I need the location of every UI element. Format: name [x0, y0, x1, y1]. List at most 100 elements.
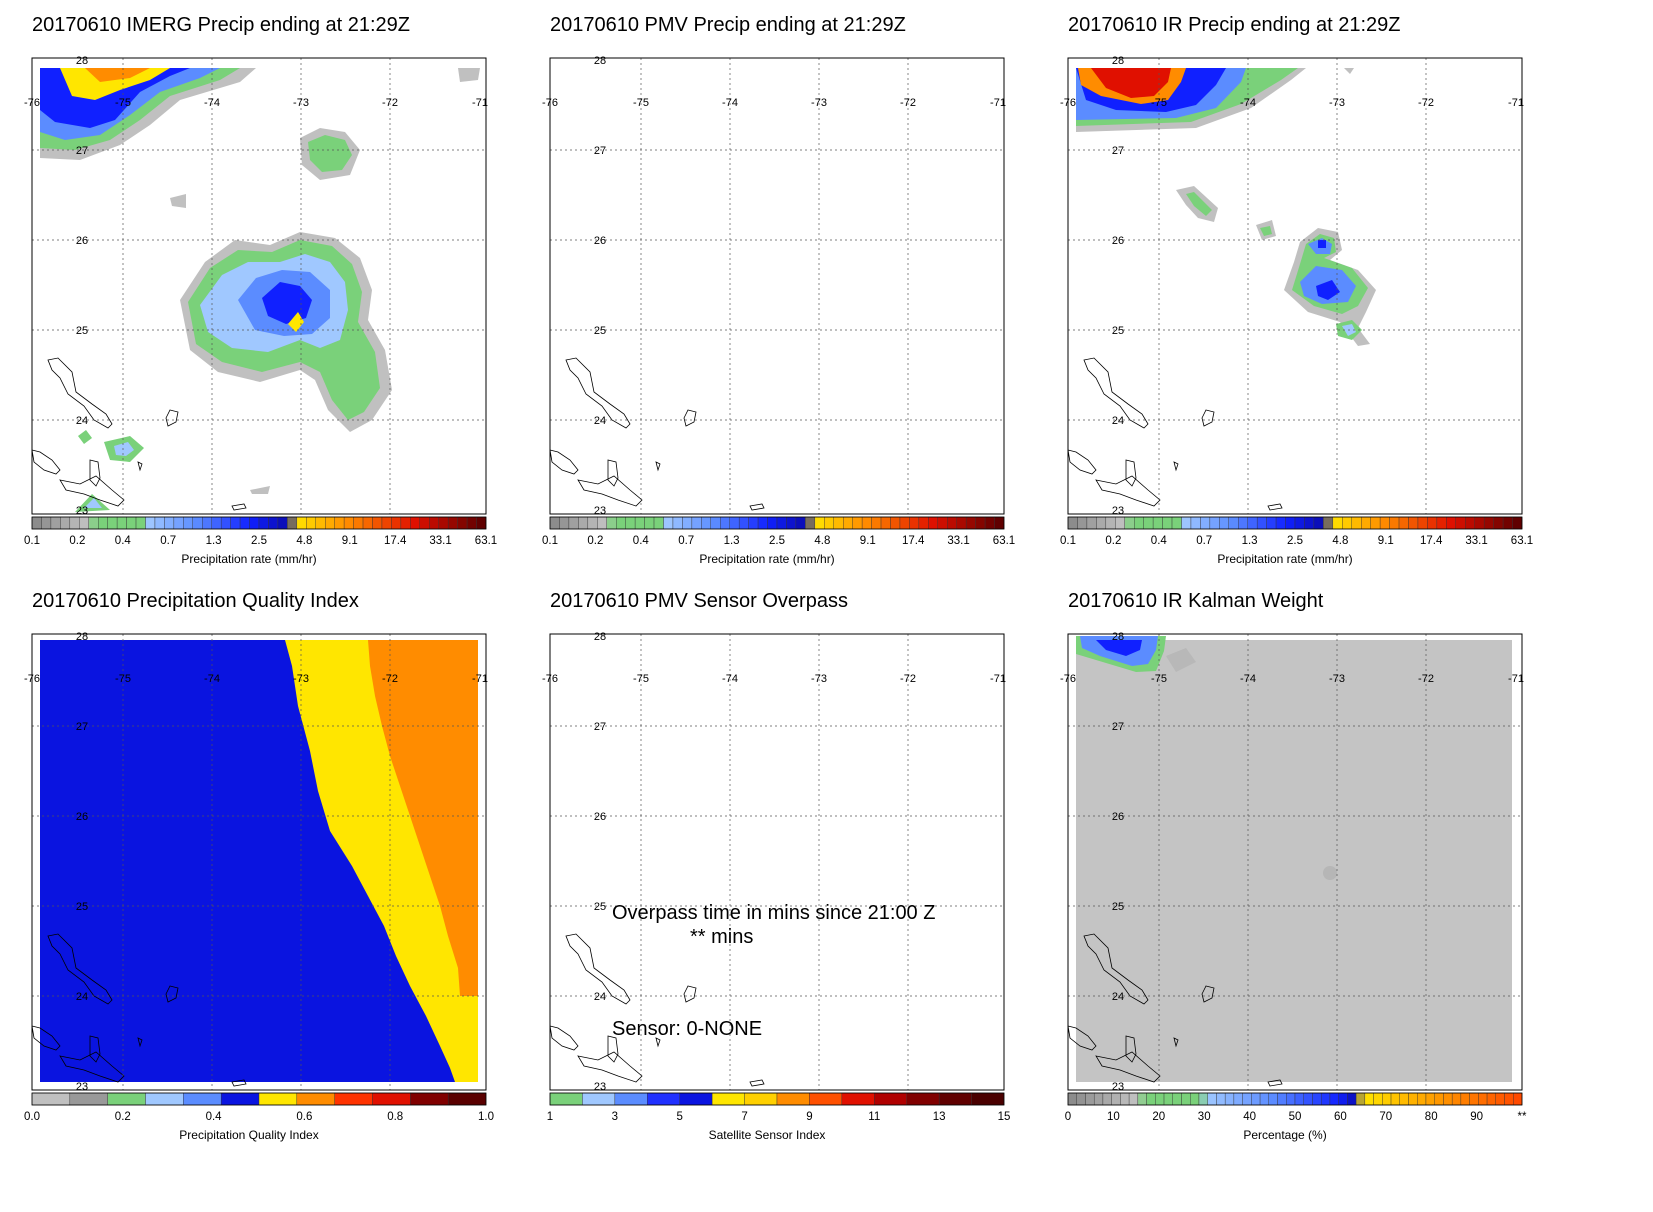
lat-tick-label: 26	[594, 235, 606, 247]
colorbar-swatch	[710, 516, 721, 530]
colorbar-swatch	[1495, 1092, 1505, 1106]
colorbar-swatch	[614, 1092, 648, 1106]
colorbar-label: 9.1	[1378, 535, 1394, 547]
colorbar-swatch	[616, 516, 626, 530]
colorbar-label: 0.8	[387, 1111, 403, 1123]
precip-area	[114, 442, 134, 456]
colorbar-label: 1.3	[724, 535, 740, 547]
colorbar-label: 40	[1243, 1111, 1256, 1123]
panel-title: 20170610 IR Precip ending at 21:29Z	[1068, 14, 1401, 36]
colorbar-swatch	[824, 516, 834, 530]
colorbar-swatch	[1460, 1092, 1470, 1106]
coastline-shape	[165, 409, 179, 427]
pmv-precip-panel: 20170610 PMV Precip ending at 21:29Z -76…	[518, 0, 1038, 600]
colorbar-swatch	[899, 516, 910, 530]
coastline-shape	[655, 461, 661, 472]
map-border	[1067, 57, 1523, 515]
colorbar	[1067, 516, 1523, 530]
coastline-shape	[655, 1037, 661, 1048]
colorbar-swatch	[372, 1092, 411, 1106]
colorbar-swatch	[841, 1092, 875, 1106]
colorbar-swatch	[1502, 516, 1513, 530]
graticule	[550, 634, 1004, 1090]
colorbar-swatch	[833, 516, 844, 530]
lat-tick-label: 28	[1112, 631, 1124, 643]
colorbar-label: 5	[677, 1111, 683, 1123]
lon-tick-label: -72	[900, 97, 916, 109]
colorbar-swatch	[874, 1092, 907, 1106]
coastline-shape	[137, 1037, 143, 1048]
colorbar-swatch	[744, 1092, 778, 1106]
colorbar-label: 0	[1065, 1111, 1071, 1123]
colorbar-label: 0.1	[1060, 535, 1076, 547]
colorbar-swatch	[145, 516, 156, 530]
colorbar-swatch	[1134, 516, 1144, 530]
colorbar-swatch	[1242, 1092, 1252, 1106]
colorbar-swatch	[1399, 1092, 1409, 1106]
lon-tick-label: -72	[1418, 97, 1434, 109]
lon-tick-label: -71	[1508, 97, 1524, 109]
colorbar-swatch	[372, 516, 383, 530]
colorbar-swatch	[466, 516, 477, 530]
coastline-shape	[137, 461, 143, 472]
colorbar-swatch	[795, 516, 806, 530]
colorbar-swatch	[457, 516, 468, 530]
colorbar-swatch	[1370, 516, 1381, 530]
colorbar-swatch	[1146, 1092, 1156, 1106]
colorbar-swatch	[1294, 1092, 1304, 1106]
coastline-shape	[31, 449, 61, 475]
colorbar-swatch	[31, 1092, 71, 1106]
coastline-shape	[1267, 503, 1283, 511]
lon-tick-label: -76	[542, 97, 558, 109]
lon-tick-label: -75	[1151, 673, 1167, 685]
precip-area	[85, 68, 150, 82]
lon-tick-label: -76	[1060, 673, 1076, 685]
colorbar-label: 9	[806, 1111, 812, 1123]
colorbar-label: 0.7	[678, 535, 694, 547]
pqi-field	[368, 640, 478, 996]
colorbar-swatch	[625, 516, 636, 530]
coastline-shape	[165, 985, 179, 1003]
colorbar	[31, 1092, 487, 1106]
colorbar-caption: Precipitation Quality Index	[179, 1128, 318, 1142]
colorbar-swatch	[69, 516, 80, 530]
graticule	[1068, 634, 1522, 1090]
colorbar-swatch	[1181, 516, 1192, 530]
colorbar-swatch	[1171, 516, 1182, 530]
sensor-text: Sensor: 0-NONE	[612, 1018, 763, 1040]
precip-area	[1318, 240, 1326, 248]
lon-tick-label: -76	[542, 673, 558, 685]
lon-tick-label: -75	[115, 673, 131, 685]
colorbar-swatch	[1304, 516, 1315, 530]
colorbar-swatch	[69, 1092, 108, 1106]
colorbar-label: 0.1	[542, 535, 558, 547]
graticule	[1068, 58, 1522, 514]
colorbar-swatch	[1408, 1092, 1418, 1106]
colorbar-label: 0.4	[115, 535, 132, 547]
lat-tick-label: 23	[594, 1081, 606, 1093]
colorbar-caption: Satellite Sensor Index	[709, 1128, 826, 1142]
colorbar-swatch	[183, 1092, 222, 1106]
colorbar-label: 20	[1152, 1111, 1165, 1123]
pqi-panel: 20170610 Precipitation Quality Index -76…	[0, 576, 520, 1176]
coastline-shape	[749, 1079, 765, 1087]
overpass-time-text: Overpass time in mins since 21:00 Z	[612, 902, 936, 924]
colorbar-swatch	[1216, 1092, 1226, 1106]
colorbar-swatch	[381, 516, 392, 530]
colorbar-swatch	[606, 516, 617, 530]
colorbar-swatch	[582, 1092, 616, 1106]
colorbar-swatch	[1373, 1092, 1383, 1106]
colorbar-swatch	[438, 516, 449, 530]
colorbar-swatch	[757, 516, 768, 530]
colorbar-label: 0.4	[633, 535, 650, 547]
colorbar-caption: Percentage (%)	[1243, 1128, 1326, 1142]
lon-tick-label: -73	[1329, 673, 1345, 685]
colorbar-swatch	[1443, 1092, 1453, 1106]
map-border	[31, 633, 487, 1091]
coastline-shape	[231, 1079, 247, 1087]
colorbar-label: 1.3	[1242, 535, 1258, 547]
colorbar-swatch	[956, 516, 967, 530]
colorbar-swatch	[1067, 516, 1078, 530]
colorbar-swatch	[287, 516, 298, 530]
